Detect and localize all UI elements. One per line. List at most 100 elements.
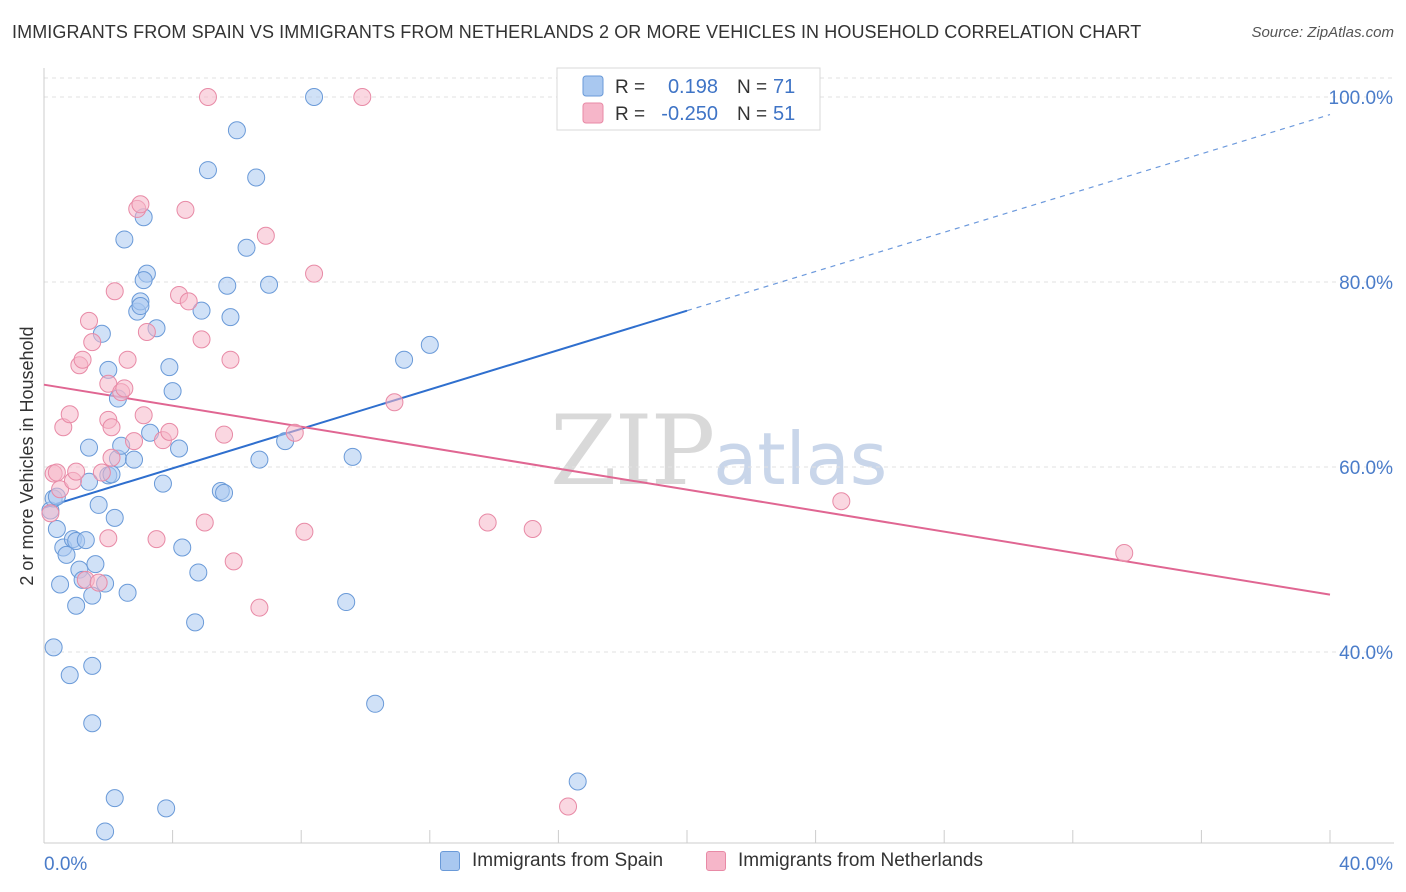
point-netherlands — [198, 88, 217, 106]
point-netherlands — [305, 264, 324, 283]
point-spain — [157, 799, 176, 818]
watermark-atlas: atlas — [713, 417, 888, 501]
trend-line-spain — [43, 309, 688, 509]
point-spain — [218, 276, 237, 295]
point-netherlands — [73, 350, 92, 369]
point-netherlands — [105, 282, 124, 301]
chart-title: IMMIGRANTS FROM SPAIN VS IMMIGRANTS FROM… — [12, 22, 1142, 42]
y-tick-label-80: 80.0% — [1339, 273, 1393, 294]
point-spain — [118, 583, 137, 602]
point-spain — [189, 563, 208, 582]
point-netherlands — [559, 797, 578, 816]
point-spain — [260, 275, 279, 294]
bottom-legend-swatch-spain — [440, 851, 460, 871]
point-netherlands — [41, 504, 60, 523]
point-spain — [134, 271, 153, 290]
zipatlas-watermark: ZIPatlas — [550, 395, 887, 507]
point-spain — [80, 438, 99, 457]
point-netherlands — [118, 350, 137, 369]
point-netherlands — [115, 379, 134, 398]
x-tick-label-max: 40.0% — [1339, 854, 1393, 875]
point-spain — [395, 350, 414, 369]
point-spain — [337, 593, 356, 612]
point-spain — [170, 439, 189, 458]
point-netherlands — [832, 492, 851, 511]
point-spain — [83, 656, 102, 675]
bottom-legend: Immigrants from Spain Immigrants from Ne… — [0, 850, 1406, 880]
point-spain — [250, 450, 269, 469]
point-netherlands — [256, 226, 275, 245]
bottom-legend-label-spain: Immigrants from Spain — [472, 850, 664, 871]
point-spain — [105, 789, 124, 808]
y-tick-labels: 40.0% 60.0% 80.0% 100.0% — [1329, 88, 1394, 664]
point-netherlands — [192, 330, 211, 349]
legend-r-value-netherlands: -0.250 — [661, 103, 718, 125]
point-spain — [343, 447, 362, 466]
point-netherlands — [523, 519, 542, 538]
bottom-legend-item-spain: Immigrants from Spain — [440, 850, 663, 872]
point-spain — [215, 483, 234, 502]
point-spain — [125, 450, 144, 469]
point-spain — [568, 772, 587, 791]
point-spain — [131, 297, 150, 316]
legend-n-value-netherlands: 51 — [773, 103, 795, 125]
point-spain — [247, 168, 266, 187]
legend-swatch-netherlands — [582, 102, 604, 124]
point-netherlands — [80, 311, 99, 330]
point-netherlands — [67, 462, 86, 481]
point-spain — [173, 538, 192, 557]
point-spain — [192, 301, 211, 320]
point-netherlands — [250, 598, 269, 617]
point-spain — [198, 161, 217, 180]
point-netherlands — [176, 200, 195, 219]
point-netherlands — [131, 195, 150, 214]
trend-line-spain-extension — [686, 114, 1331, 312]
x-tick-label-min: 0.0% — [44, 854, 87, 875]
point-netherlands — [92, 463, 111, 482]
point-netherlands — [83, 333, 102, 352]
point-spain — [186, 613, 205, 632]
point-spain — [160, 358, 179, 377]
point-netherlands — [285, 423, 304, 442]
point-netherlands — [89, 573, 108, 592]
point-netherlands — [295, 522, 314, 541]
y-axis-label: 2 or more Vehicles in Household — [17, 326, 37, 585]
point-spain — [115, 230, 134, 249]
source-label: Source: ZipAtlas.com — [1251, 24, 1394, 41]
legend-r-value-spain: 0.198 — [668, 76, 718, 98]
point-spain — [163, 382, 182, 401]
point-spain — [76, 531, 95, 550]
point-netherlands — [134, 406, 153, 425]
point-spain — [83, 714, 102, 733]
point-netherlands — [102, 418, 121, 437]
point-spain — [60, 666, 79, 685]
point-netherlands — [224, 552, 243, 571]
point-netherlands — [137, 322, 156, 341]
points-spain — [41, 88, 587, 841]
legend-n-value-spain: 71 — [773, 76, 795, 98]
point-netherlands — [160, 422, 179, 441]
point-spain — [153, 474, 172, 493]
legend-swatch-spain — [582, 75, 604, 97]
y-tick-label-60: 60.0% — [1339, 458, 1393, 479]
point-netherlands — [215, 425, 234, 444]
bottom-legend-item-netherlands: Immigrants from Netherlands — [706, 850, 983, 872]
y-tick-label-40: 40.0% — [1339, 643, 1393, 664]
point-netherlands — [478, 513, 497, 532]
point-netherlands — [125, 432, 144, 451]
point-netherlands — [353, 88, 372, 106]
point-netherlands — [179, 292, 198, 311]
point-spain — [44, 638, 63, 657]
point-spain — [420, 335, 439, 354]
points-netherlands — [41, 88, 1134, 816]
bottom-legend-label-netherlands: Immigrants from Netherlands — [738, 850, 983, 871]
bottom-legend-swatch-netherlands — [706, 851, 726, 871]
point-spain — [89, 495, 108, 514]
point-netherlands — [102, 448, 121, 467]
point-netherlands — [47, 463, 66, 482]
stats-legend: R = 0.198 N = 71 R = -0.250 N = 51 — [556, 67, 821, 131]
grid-lines — [44, 77, 1394, 653]
point-netherlands — [51, 480, 70, 499]
point-spain — [96, 822, 115, 841]
